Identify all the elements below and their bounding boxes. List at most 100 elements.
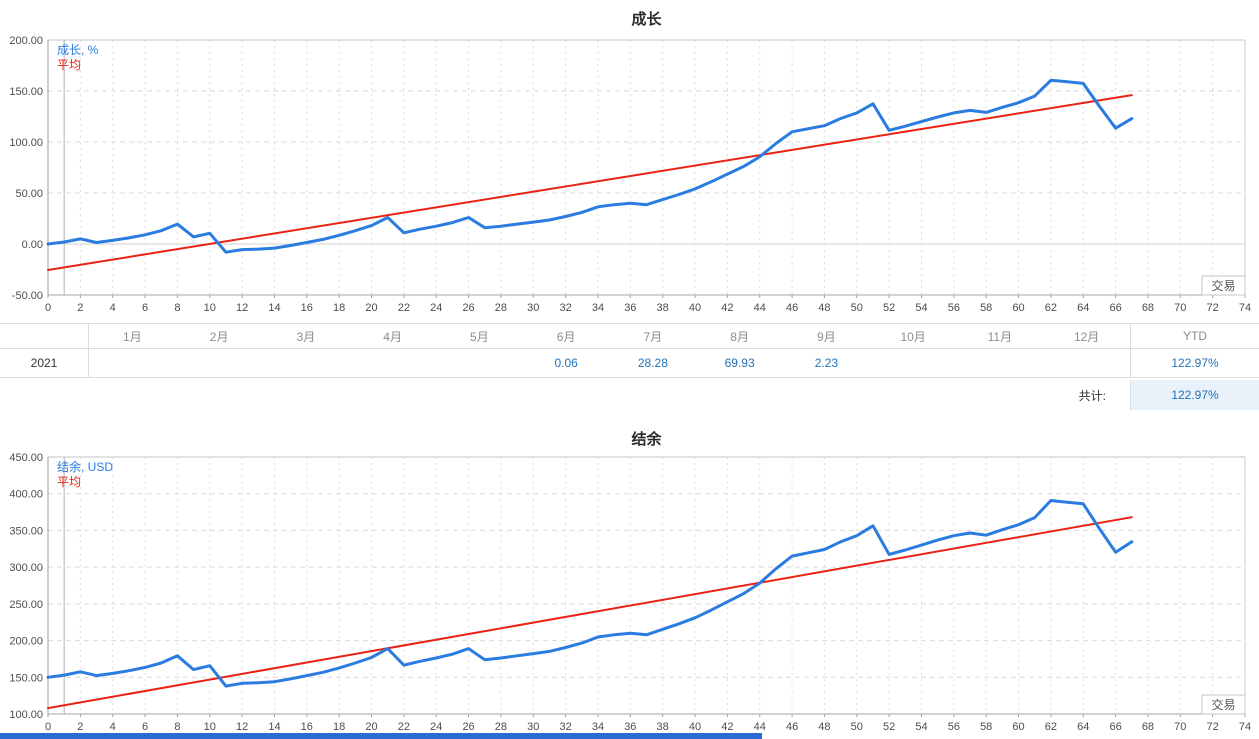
month-headers: 1月 2月 3月 4月 5月 6月 7月 8月 9月 10月 11月 12月 [89,324,1130,348]
svg-text:58: 58 [980,302,992,314]
svg-text:28: 28 [495,302,507,314]
ytd-value-cell: 122.97% [1130,349,1259,377]
svg-text:74: 74 [1239,721,1251,733]
svg-text:54: 54 [915,721,927,733]
svg-text:42: 42 [721,302,733,314]
svg-text:20: 20 [365,302,377,314]
svg-text:62: 62 [1045,302,1057,314]
svg-text:200.00: 200.00 [9,636,43,648]
svg-text:68: 68 [1142,721,1154,733]
svg-text:22: 22 [398,721,410,733]
month-header-cell: 12月 [1073,329,1100,344]
svg-text:52: 52 [883,302,895,314]
svg-text:54: 54 [915,302,927,314]
month-value-cell: 0.06 [554,356,578,370]
svg-text:12: 12 [236,302,248,314]
svg-text:14: 14 [268,721,280,733]
svg-text:32: 32 [559,721,571,733]
svg-text:46: 46 [786,302,798,314]
svg-text:18: 18 [333,721,345,733]
month-header-cell: 4月 [383,329,402,344]
axis-corner-label: 交易 [1211,697,1235,712]
svg-text:10: 10 [204,302,216,314]
month-header-cell: 8月 [730,329,749,344]
year-cell: 2021 [0,349,89,377]
series-line [46,78,1134,254]
svg-text:26: 26 [462,302,474,314]
svg-text:8: 8 [174,302,180,314]
svg-text:250.00: 250.00 [9,599,43,611]
svg-text:66: 66 [1109,721,1121,733]
svg-text:56: 56 [948,302,960,314]
svg-text:36: 36 [624,721,636,733]
svg-text:30: 30 [527,721,539,733]
month-header-cell: 6月 [556,329,576,344]
svg-text:24: 24 [430,302,442,314]
svg-text:72: 72 [1207,721,1219,733]
svg-text:46: 46 [786,721,798,733]
table-total-row: 共计: 122.97% [0,380,1259,410]
svg-text:44: 44 [754,721,766,733]
svg-text:74: 74 [1239,302,1251,314]
month-value-cell [1043,349,1130,377]
svg-text:56: 56 [948,721,960,733]
svg-text:26: 26 [462,721,474,733]
svg-text:10: 10 [204,721,216,733]
svg-text:0: 0 [45,302,51,314]
svg-text:70: 70 [1174,302,1186,314]
svg-text:4: 4 [110,302,116,314]
month-value-cell: 2.23 [814,356,839,370]
svg-text:48: 48 [818,302,830,314]
svg-text:24: 24 [430,721,442,733]
svg-text:2: 2 [77,302,83,314]
month-header-cell: 5月 [470,329,489,344]
svg-text:38: 38 [657,721,669,733]
svg-text:50: 50 [851,721,863,733]
table-year-row: 2021 0.06 28.28 69.93 2.23 122.97% [0,349,1259,378]
svg-text:62: 62 [1045,721,1057,733]
svg-text:20: 20 [365,721,377,733]
total-label: 共计: [1078,388,1106,403]
svg-text:100.00: 100.00 [9,709,43,721]
month-value-cell [957,349,1044,377]
svg-text:48: 48 [818,721,830,733]
legend-series: 成长, % [57,43,99,57]
month-header-cell: 9月 [817,329,836,344]
svg-text:16: 16 [301,302,313,314]
svg-text:300.00: 300.00 [9,562,43,574]
month-header-cell: 7月 [643,329,663,344]
month-header-cell: 11月 [987,329,1013,344]
svg-text:60: 60 [1012,721,1024,733]
svg-text:150.00: 150.00 [9,86,43,98]
svg-text:4: 4 [110,721,116,733]
month-value-cell [176,349,263,377]
svg-text:18: 18 [333,302,345,314]
svg-text:50.00: 50.00 [15,188,43,200]
month-header-cell: 2月 [209,329,229,344]
svg-text:0.00: 0.00 [22,239,43,251]
month-values: 0.06 28.28 69.93 2.23 [89,349,1130,377]
svg-text:58: 58 [980,721,992,733]
month-value-cell: 28.28 [637,356,668,370]
legend-average: 平均 [57,58,81,72]
growth-chart-title: 成长 [631,11,662,28]
svg-text:72: 72 [1207,302,1219,314]
svg-text:0: 0 [45,721,51,733]
legend-average: 平均 [57,475,81,489]
svg-text:32: 32 [559,302,571,314]
legend-series: 结余, USD [57,459,113,474]
series-line [47,516,1133,710]
month-header-cell: 3月 [296,329,316,344]
balance-chart: 450.00 400.00 350.00 300.00 250.00 200.00 150.… [9,453,1251,733]
svg-text:52: 52 [883,721,895,733]
svg-text:60: 60 [1012,302,1024,314]
svg-text:36: 36 [624,302,636,314]
svg-text:400.00: 400.00 [9,489,43,501]
month-value-cell: 69.93 [724,356,755,370]
year-column-header [0,324,89,348]
svg-text:68: 68 [1142,302,1154,314]
svg-text:150.00: 150.00 [9,672,43,684]
series-line [47,94,1133,271]
